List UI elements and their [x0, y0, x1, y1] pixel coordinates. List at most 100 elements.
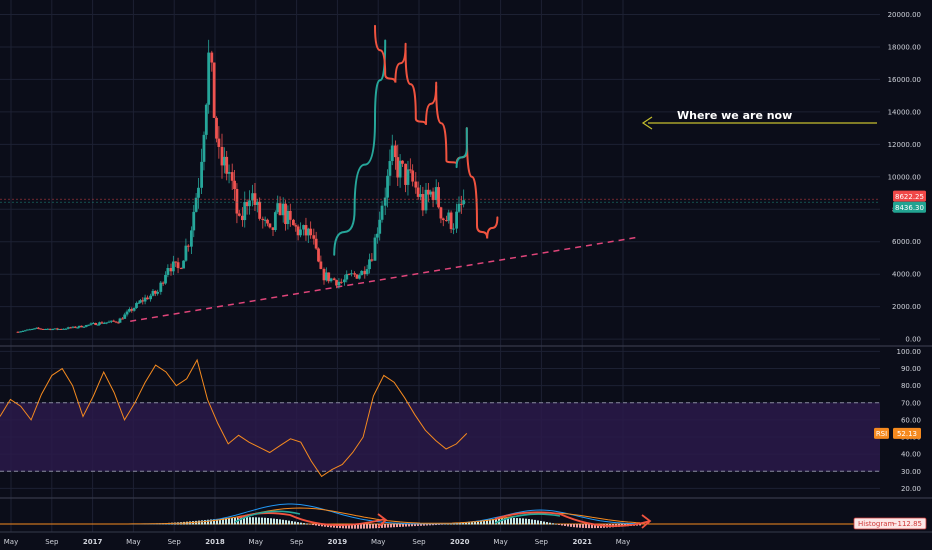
macd-histogram-bar	[297, 522, 299, 525]
candle-body	[271, 227, 275, 230]
macd-histogram-bar	[201, 520, 203, 525]
candle-body	[80, 325, 83, 328]
rsi-value: 52.13	[897, 430, 917, 438]
rsi-tick-label: 60.00	[901, 416, 921, 424]
candle-body	[132, 307, 136, 311]
candle-body	[215, 117, 218, 139]
macd-histogram-bar	[267, 518, 269, 525]
candle-body	[253, 193, 257, 205]
rsi-label: RSI	[876, 430, 887, 438]
candle-body	[62, 328, 65, 330]
badge-layer: 8622.25 8436.30 RSI 52.13 Histogram−112.85	[0, 190, 927, 530]
candle-body	[159, 282, 163, 292]
candle-body	[302, 225, 305, 230]
macd-histogram-bar	[216, 518, 218, 525]
candle-body	[23, 330, 27, 332]
candle-body	[35, 327, 39, 329]
candle-body	[174, 261, 178, 263]
macd-histogram-bar	[585, 524, 587, 529]
candle-body	[30, 328, 34, 330]
candle-body	[411, 170, 415, 182]
candle-body	[64, 328, 68, 330]
macd-histogram-bar	[360, 524, 362, 529]
trendline-layer	[130, 236, 641, 323]
candle-body	[449, 212, 453, 230]
green-arc-2	[455, 127, 468, 169]
macd-histogram-bar	[453, 523, 455, 525]
macd-histogram-bar	[504, 518, 506, 525]
candle-body	[429, 191, 433, 195]
macd-histogram-bar	[552, 523, 554, 525]
candle-body	[343, 279, 346, 283]
candle-body	[459, 203, 463, 205]
macd-histogram-bar	[597, 524, 599, 529]
candle-body	[261, 218, 265, 220]
price-badge	[893, 201, 926, 213]
price-tick-label: 16000.00	[888, 76, 921, 84]
candle-body	[179, 268, 183, 270]
rsi-tick-label: 70.00	[901, 399, 921, 407]
candle-body	[396, 157, 400, 178]
macd-histogram-bar	[567, 524, 569, 527]
candle-body	[151, 290, 155, 296]
candle-body	[360, 270, 364, 276]
candle-body	[139, 300, 142, 303]
candle-body	[156, 291, 160, 294]
macd-histogram-bar	[291, 521, 293, 525]
candle-body	[416, 187, 420, 197]
macd-histogram-bar	[450, 523, 452, 525]
candle-body	[161, 282, 165, 284]
candle-body	[202, 134, 206, 162]
time-tick-label: Sep	[412, 538, 426, 546]
candle-body	[347, 274, 351, 276]
macd-histogram-bar	[480, 520, 482, 525]
rsi-value-badge	[893, 427, 921, 439]
macd-histogram-bar	[411, 524, 413, 527]
macd-histogram-bar	[549, 522, 551, 525]
macd-histogram-bar	[555, 523, 557, 525]
candle-body	[355, 274, 359, 279]
macd-histogram-bar	[342, 524, 344, 529]
macd-histogram-bar	[243, 517, 245, 525]
time-tick-label: Sep	[168, 538, 182, 546]
macd-histogram-bar	[438, 524, 440, 525]
macd-histogram-bar	[210, 519, 212, 525]
pane-dividers	[0, 345, 932, 533]
macd-histogram-bar	[225, 518, 227, 525]
candle-body	[278, 203, 282, 216]
macd-histogram-bar	[576, 524, 578, 528]
candle-body	[46, 328, 50, 330]
macd-histogram-bar	[426, 524, 428, 526]
candle-body	[184, 245, 188, 261]
macd-histogram-bar	[474, 521, 476, 525]
candle-body	[337, 281, 341, 286]
candle-body	[137, 302, 141, 304]
macd-histogram-bar	[429, 524, 431, 526]
candle-body	[118, 318, 122, 323]
candle-body	[357, 275, 361, 279]
candle-body	[105, 322, 109, 324]
candle-body	[457, 203, 461, 212]
macd-histogram-bar	[465, 522, 467, 525]
macd-histogram-bar	[462, 522, 464, 525]
candle-body	[235, 189, 239, 214]
candle-body	[51, 329, 54, 331]
rsi-tick-label: 20.00	[901, 485, 921, 493]
candle-body	[284, 203, 287, 225]
price-tick-label: 20000.00	[888, 11, 921, 19]
candle-body	[319, 261, 323, 269]
candle-body	[404, 163, 407, 185]
macd-histogram-bar	[564, 524, 566, 526]
macd-histogram-bar	[357, 524, 359, 529]
macd-histogram-bar	[423, 524, 425, 526]
candle-body	[44, 329, 47, 331]
candle-body	[204, 104, 208, 135]
candle-body	[339, 281, 343, 283]
rsi-tick-label: 90.00	[901, 365, 921, 373]
candle-body	[317, 248, 320, 262]
candle-body	[245, 202, 249, 207]
candle-body	[439, 207, 443, 219]
rsi-tick-label: 80.00	[901, 382, 921, 390]
candle-body	[353, 273, 356, 275]
